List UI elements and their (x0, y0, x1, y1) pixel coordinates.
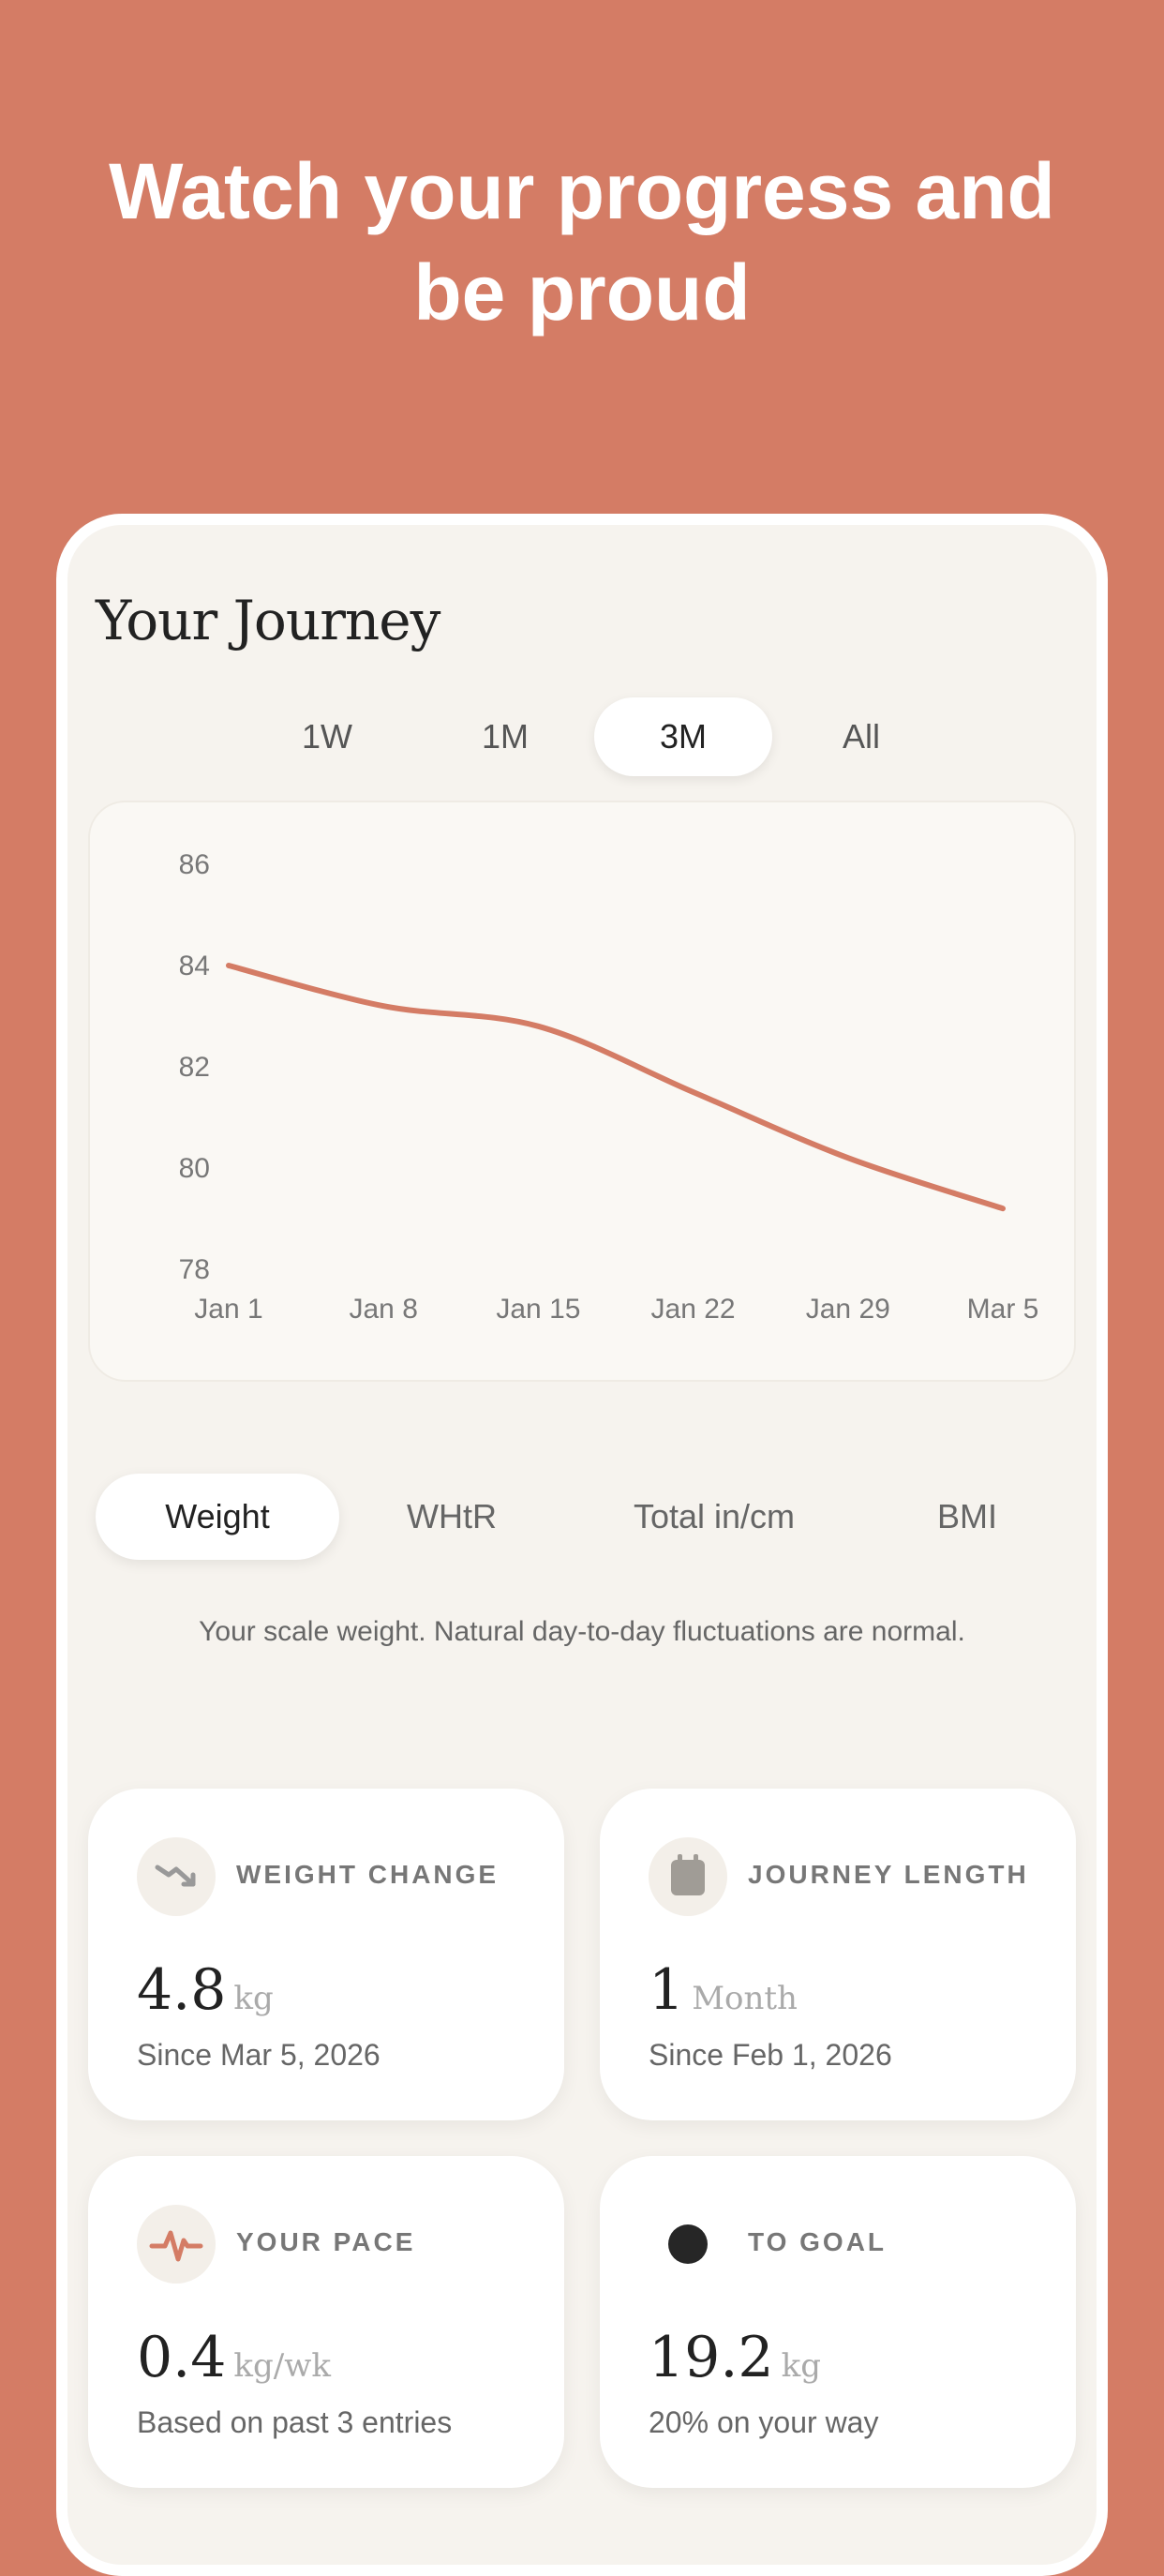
to-goal-number: 19.2 (649, 2325, 774, 2390)
y-tick-label: 86 (179, 849, 210, 880)
range-all[interactable]: All (842, 717, 880, 756)
weight-line-chart: 86 84 82 80 78 Jan 1 Jan 8 Jan 15 Jan 22 Jan 29 Ma… (179, 849, 1039, 1325)
x-tick-label: Jan 8 (350, 1294, 418, 1325)
x-tick-label: Jan 29 (806, 1294, 890, 1325)
journey-length-value: 1 Month (649, 1957, 798, 2023)
to-goal-value: 19.2 kg (649, 2325, 821, 2390)
to-goal-label: TO GOAL (748, 2227, 888, 2256)
y-tick-label: 78 (179, 1254, 210, 1285)
weight-series-line (226, 963, 1006, 1212)
journey-length-unit: Month (692, 1980, 798, 2017)
your-pace-label: YOUR PACE (236, 2227, 416, 2256)
range-3m[interactable]: 3M (594, 697, 772, 776)
page-title: Your Journey (96, 589, 440, 652)
tab-bmi[interactable]: BMI (936, 1497, 997, 1535)
trend-down-icon (137, 1837, 216, 1916)
metric-description: Your scale weight. Natural day-to-day fl… (199, 1616, 965, 1647)
range-1w[interactable]: 1W (302, 717, 352, 756)
your-pace-unit: kg/wk (233, 2347, 331, 2385)
tab-total-in-cm[interactable]: Total in/cm (633, 1497, 796, 1535)
x-tick-label: Jan 22 (651, 1294, 736, 1325)
weight-change-label: WEIGHT CHANGE (236, 1860, 500, 1889)
weight-change-number: 4.8 (137, 1957, 227, 2023)
calendar-icon (649, 1837, 727, 1916)
journey-length-label: JOURNEY LENGTH (748, 1860, 1029, 1889)
weight-chart-card: 86 84 82 80 78 Jan 1 Jan 8 Jan 15 Jan 22 Jan 29 Ma… (88, 801, 1076, 1382)
your-pace-card[interactable]: YOUR PACE 0.4 kg/wk Based on past 3 entri… (88, 2156, 564, 2488)
your-pace-sub: Based on past 3 entries (137, 2405, 453, 2439)
metric-tabs: Weight WHtR Total in/cm BMI (67, 1474, 1097, 1562)
y-tick-label: 82 (179, 1052, 210, 1083)
app-screen: Your Journey 1W 1M 3M All 86 84 82 80 78 Jan … (67, 525, 1097, 2565)
headline: Watch your progress and be proud (0, 141, 1164, 343)
range-1m[interactable]: 1M (481, 717, 529, 756)
to-goal-sub: 20% on your way (649, 2405, 879, 2439)
weight-change-unit: kg (233, 1980, 274, 2017)
to-goal-card[interactable]: TO GOAL 19.2 kg 20% on your way (600, 2156, 1076, 2488)
journey-length-card[interactable]: JOURNEY LENGTH 1 Month Since Feb 1, 2026 (600, 1789, 1076, 2120)
pulse-icon (137, 2205, 216, 2284)
phone-frame: Your Journey 1W 1M 3M All 86 84 82 80 78 Jan … (56, 514, 1108, 2576)
x-tick-label: Jan 1 (194, 1294, 262, 1325)
weight-change-card[interactable]: WEIGHT CHANGE 4.8 kg Since Mar 5, 2026 (88, 1789, 564, 2120)
your-pace-number: 0.4 (137, 2325, 227, 2390)
journey-length-sub: Since Feb 1, 2026 (649, 2038, 892, 2072)
to-goal-unit: kg (781, 2347, 821, 2385)
weight-change-sub: Since Mar 5, 2026 (137, 2038, 381, 2072)
weight-change-value: 4.8 kg (137, 1957, 274, 2023)
tab-whtr[interactable]: WHtR (407, 1497, 497, 1535)
headline-line-1: Watch your progress and (109, 147, 1055, 235)
range-selector: 1W 1M 3M All (67, 697, 1097, 778)
x-tick-label: Mar 5 (967, 1294, 1039, 1325)
journey-length-number: 1 (649, 1957, 685, 2023)
y-tick-label: 84 (179, 951, 210, 981)
goal-dot-icon (649, 2205, 727, 2284)
tab-weight[interactable]: Weight (96, 1474, 339, 1560)
headline-line-2: be proud (413, 248, 751, 337)
y-tick-label: 80 (179, 1153, 210, 1184)
your-pace-value: 0.4 kg/wk (137, 2325, 331, 2390)
x-tick-label: Jan 15 (496, 1294, 580, 1325)
